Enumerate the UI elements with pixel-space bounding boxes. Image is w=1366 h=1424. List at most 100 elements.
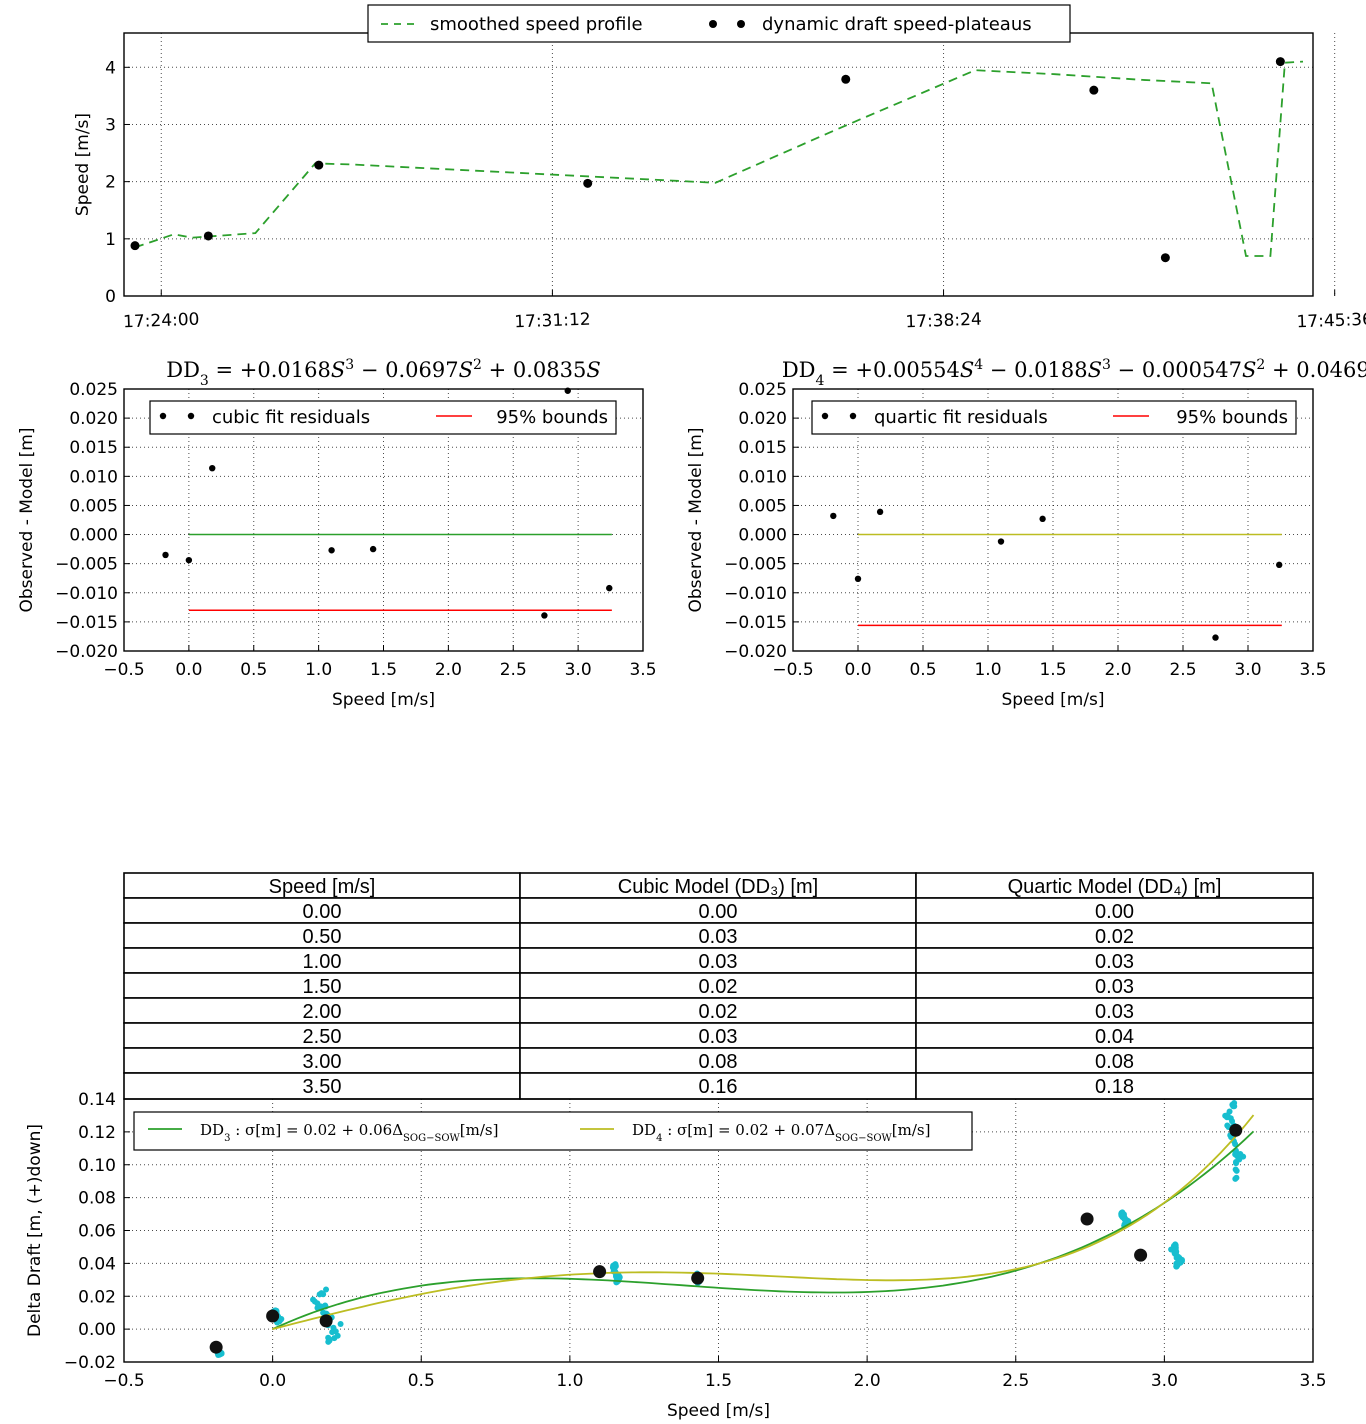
draft-plateau-point [1229, 1123, 1243, 1137]
legend-label: 95% bounds [1176, 407, 1288, 428]
legend-box [811, 400, 1297, 435]
residual-point [328, 547, 335, 554]
table-cell-value: 0.00 [699, 901, 738, 923]
table-cell-value: 3.00 [303, 1051, 342, 1073]
quartic-residuals-panel: −0.5 0.0 0.5 1.0 1.5 2.0 2.5 3.0 3.5 −0.020 −0.015… [686, 357, 1366, 710]
table-cell-value: 0.03 [699, 926, 738, 948]
residual-point [1276, 561, 1283, 569]
y-tick-label: 0.12 [78, 1123, 116, 1143]
y-tick-label: 0.06 [78, 1222, 116, 1242]
x-tick-label: 2.0 [854, 1371, 881, 1391]
quartic-model-curve [272, 1114, 1255, 1330]
legend-label: 95% bounds [496, 407, 608, 428]
speed-plateau-point [1275, 57, 1285, 67]
y-tick-label: −0.005 [724, 555, 787, 575]
x-tick-label: 17:38:24 [905, 310, 982, 333]
table-cell-value: 0.08 [699, 1051, 738, 1073]
legend-box [133, 1111, 973, 1151]
x-axis-label: Speed [m/s] [332, 690, 435, 710]
x-axis-label: Speed [m/s] [1001, 690, 1104, 710]
y-tick-label: 4 [105, 58, 116, 78]
y-tick-label: 3 [105, 115, 116, 135]
y-tick-label: −0.020 [724, 642, 787, 662]
residual-point [162, 551, 169, 559]
plot-frame [123, 1098, 1314, 1363]
x-tick-label: 1.0 [305, 660, 332, 680]
residual-point [606, 584, 613, 592]
residual-point [369, 545, 377, 553]
table-cell [915, 972, 1314, 999]
table-cell-value: 0.00 [1095, 901, 1134, 923]
raw-draft-point [320, 1309, 327, 1316]
y-tick-label: 0.000 [69, 526, 118, 546]
speed-profile-panel: 0123417:24:0017:31:1217:38:2417:45:3617:… [73, 4, 1366, 333]
table-header-cell [915, 872, 1314, 899]
x-tick-label: 17:31:12 [514, 310, 591, 333]
residual-point [997, 538, 1005, 545]
legend-label: DD3 : σ[m] = 0.02 + 0.06ΔSOG−SOW[m/s] [200, 1121, 498, 1144]
y-axis-label: Speed [m/s] [73, 113, 93, 216]
y-tick-label: 0.005 [69, 496, 118, 516]
x-tick-label: 0.0 [175, 660, 202, 680]
table-cell-value: 3.50 [303, 1076, 342, 1098]
table-cell [915, 897, 1314, 924]
x-tick-label: 2.5 [1169, 660, 1196, 680]
raw-draft-point [609, 1264, 616, 1271]
chart-title: DD3 = +0.0168S3 − 0.0697S2 + 0.0835S [166, 357, 601, 389]
table-cell-value: 1.50 [303, 976, 342, 998]
table-cell-value: 0.02 [699, 1001, 738, 1023]
x-tick-label: 1.5 [1039, 660, 1066, 680]
speed-plateau-point [1160, 253, 1170, 263]
legend-marker [159, 412, 167, 420]
y-axis-label: Delta Draft [m, (+)down] [25, 1124, 45, 1337]
smoothed-speed-line [134, 60, 1304, 257]
x-tick-label: −0.5 [103, 660, 144, 680]
table-cell-value: 0.03 [699, 1026, 738, 1048]
y-tick-label: 2 [105, 173, 116, 193]
y-tick-label: −0.010 [55, 584, 118, 604]
y-tick-label: 0.025 [69, 380, 118, 400]
raw-draft-point [1233, 1174, 1240, 1181]
x-tick-label: 2.0 [435, 660, 462, 680]
raw-draft-point [1232, 1166, 1239, 1173]
y-tick-label: −0.02 [64, 1353, 116, 1373]
x-tick-label: 0.0 [259, 1371, 286, 1391]
legend-label: quartic fit residuals [874, 407, 1048, 428]
y-tick-label: 0 [105, 287, 116, 307]
table-cell-value: 2.00 [303, 1001, 342, 1023]
x-tick-label: −0.5 [772, 660, 813, 680]
residual-point [1212, 634, 1219, 641]
x-tick-label: 3.0 [565, 660, 592, 680]
cubic-model-curve [272, 1130, 1255, 1330]
legend-box [149, 400, 617, 435]
table-cell [915, 1022, 1314, 1049]
table-cell [915, 1047, 1314, 1074]
raw-draft-point [1120, 1211, 1127, 1218]
residual-point [830, 512, 837, 520]
x-tick-label: 3.5 [1299, 1371, 1326, 1391]
table-cell [519, 1072, 917, 1100]
table-cell-value: 0.02 [699, 976, 738, 998]
x-tick-label: 1.5 [370, 660, 397, 680]
x-tick-label: 2.5 [1002, 1371, 1029, 1391]
legend-marker [849, 412, 857, 420]
y-tick-label: 0.00 [78, 1320, 116, 1340]
table-cell-value: 0.03 [1095, 1001, 1134, 1023]
raw-draft-point [1232, 1141, 1239, 1148]
x-tick-label: 0.5 [909, 660, 936, 680]
delta-draft-panel: −0.5 0.0 0.5 1.0 1.5 2.0 2.5 3.0 3.5 −0.02 0.00 0.0… [25, 1090, 1327, 1421]
y-tick-label: 0.000 [738, 526, 787, 546]
x-tick-label: 17:24:00 [123, 310, 200, 333]
y-tick-label: −0.020 [55, 642, 118, 662]
table-header-label: Cubic Model (DD₃) [m] [618, 876, 818, 898]
y-tick-label: 0.015 [738, 438, 787, 458]
raw-draft-point [1174, 1261, 1181, 1268]
y-tick-label: 0.02 [78, 1287, 116, 1307]
x-tick-label: 17:45:36 [1296, 310, 1366, 333]
table-cell [915, 1072, 1314, 1100]
plot-frame [123, 32, 1314, 297]
table-cell-value: 0.16 [699, 1076, 738, 1098]
y-tick-label: 0.08 [78, 1189, 116, 1209]
table-cell [123, 922, 521, 949]
legend-marker [821, 412, 829, 420]
